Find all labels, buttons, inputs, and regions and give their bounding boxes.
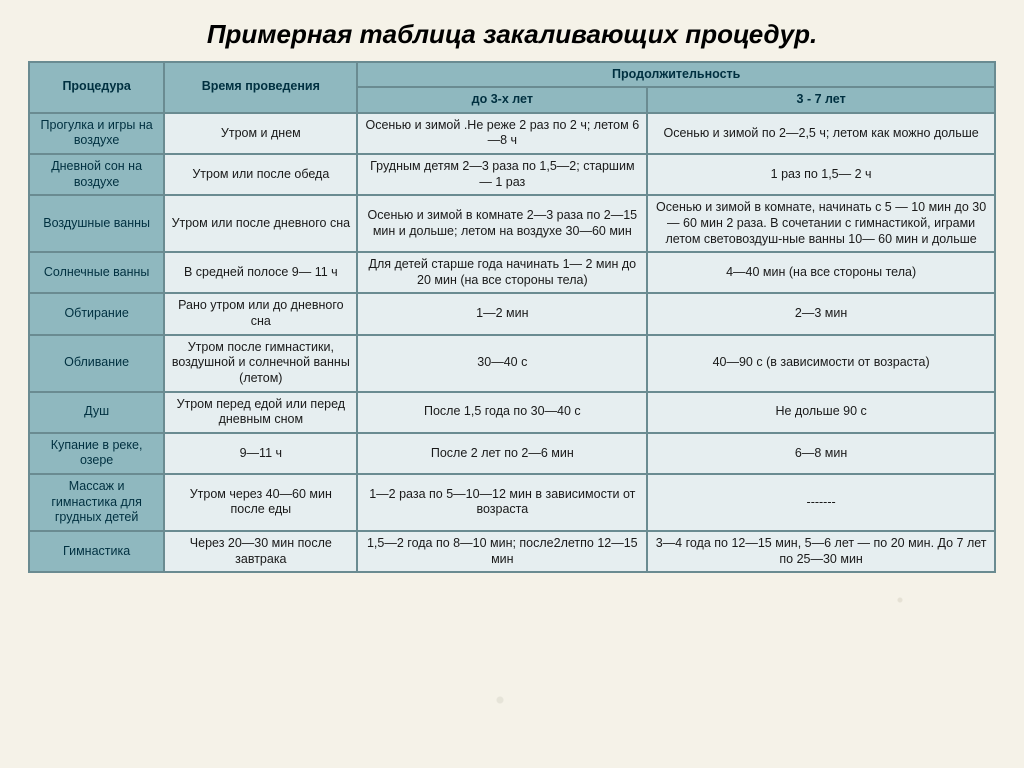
table-row: ОбливаниеУтром после гимнастики, воздушн… <box>29 335 995 392</box>
th-duration-b: 3 - 7 лет <box>647 87 995 113</box>
row-time: Утром перед едой или перед дневным сном <box>164 392 357 433</box>
table-row: Массаж и гимнастика для грудных детейУтр… <box>29 474 995 531</box>
row-time: 9—11 ч <box>164 433 357 474</box>
table-row: ГимнастикаЧерез 20—30 мин после завтрака… <box>29 531 995 572</box>
row-duration-a: 1,5—2 года по 8—10 мин; после2летпо 12—1… <box>357 531 647 572</box>
row-name: Дневной сон на воздухе <box>29 154 164 195</box>
row-duration-a: Грудным детям 2—3 раза по 1,5—2; старшим… <box>357 154 647 195</box>
row-time: Утром или после обеда <box>164 154 357 195</box>
row-duration-a: Осенью и зимой .Не реже 2 раз по 2 ч; ле… <box>357 113 647 154</box>
table-container: Процедура Время проведения Продолжительн… <box>0 61 1024 584</box>
row-duration-a: 1—2 раза по 5—10—12 мин в зависимости от… <box>357 474 647 531</box>
th-duration-a: до 3-х лет <box>357 87 647 113</box>
row-name: Обливание <box>29 335 164 392</box>
row-duration-b: 40—90 с (в зависимости от возраста) <box>647 335 995 392</box>
row-duration-b: 2—3 мин <box>647 293 995 334</box>
row-time: Утром через 40—60 мин после еды <box>164 474 357 531</box>
row-duration-a: Осенью и зимой в комнате 2—3 раза по 2—1… <box>357 195 647 252</box>
row-name: Воздушные ванны <box>29 195 164 252</box>
row-time: В средней полосе 9— 11 ч <box>164 252 357 293</box>
row-time: Утром и днем <box>164 113 357 154</box>
th-time: Время проведения <box>164 62 357 113</box>
row-time: Рано утром или до дневного сна <box>164 293 357 334</box>
table-row: Прогулка и игры на воздухеУтром и днемОс… <box>29 113 995 154</box>
row-name: Гимнастика <box>29 531 164 572</box>
table-row: Солнечные ванныВ средней полосе 9— 11 чД… <box>29 252 995 293</box>
th-duration: Продолжительность <box>357 62 995 88</box>
table-row: ОбтираниеРано утром или до дневного сна1… <box>29 293 995 334</box>
table-row: Купание в реке, озере9—11 чПосле 2 лет п… <box>29 433 995 474</box>
table-row: Воздушные ванныУтром или после дневного … <box>29 195 995 252</box>
row-duration-a: 30—40 с <box>357 335 647 392</box>
row-time: Утром или после дневного сна <box>164 195 357 252</box>
row-duration-b: 4—40 мин (на все стороны тела) <box>647 252 995 293</box>
row-duration-a: После 2 лет по 2—6 мин <box>357 433 647 474</box>
page-title: Примерная таблица закаливающих процедур. <box>0 0 1024 61</box>
row-duration-a: После 1,5 года по 30—40 с <box>357 392 647 433</box>
row-name: Солнечные ванны <box>29 252 164 293</box>
row-time: Утром после гимнастики, воздушной и солн… <box>164 335 357 392</box>
row-name: Обтирание <box>29 293 164 334</box>
row-duration-b: Не дольше 90 с <box>647 392 995 433</box>
row-duration-b: 1 раз по 1,5— 2 ч <box>647 154 995 195</box>
row-duration-b: Осенью и зимой в комнате, начинать с 5 —… <box>647 195 995 252</box>
row-name: Купание в реке, озере <box>29 433 164 474</box>
procedures-table: Процедура Время проведения Продолжительн… <box>28 61 996 574</box>
row-duration-b: ------- <box>647 474 995 531</box>
row-duration-a: Для детей старше года начинать 1— 2 мин … <box>357 252 647 293</box>
table-row: ДушУтром перед едой или перед дневным сн… <box>29 392 995 433</box>
th-procedure: Процедура <box>29 62 164 113</box>
table-row: Дневной сон на воздухеУтром или после об… <box>29 154 995 195</box>
row-name: Прогулка и игры на воздухе <box>29 113 164 154</box>
row-name: Душ <box>29 392 164 433</box>
row-time: Через 20—30 мин после завтрака <box>164 531 357 572</box>
row-duration-b: Осенью и зимой по 2—2,5 ч; летом как мож… <box>647 113 995 154</box>
row-duration-a: 1—2 мин <box>357 293 647 334</box>
row-duration-b: 6—8 мин <box>647 433 995 474</box>
row-duration-b: 3—4 года по 12—15 мин, 5—6 лет — по 20 м… <box>647 531 995 572</box>
row-name: Массаж и гимнастика для грудных детей <box>29 474 164 531</box>
